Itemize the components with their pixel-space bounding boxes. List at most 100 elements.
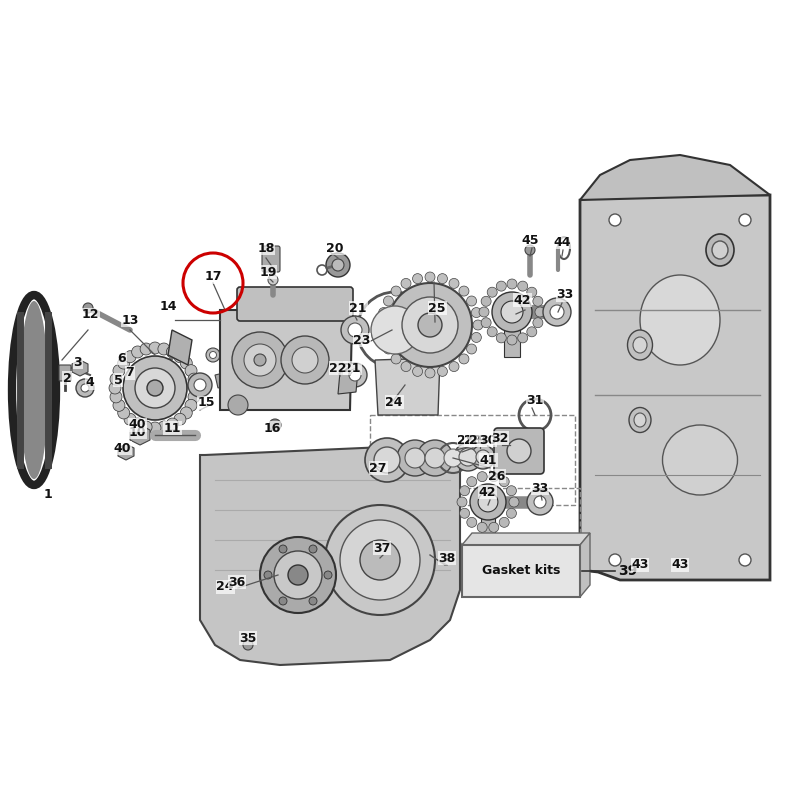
- Circle shape: [118, 407, 130, 419]
- Circle shape: [401, 362, 411, 371]
- Polygon shape: [504, 312, 520, 357]
- Text: 40: 40: [128, 418, 146, 431]
- Circle shape: [378, 307, 389, 318]
- Circle shape: [425, 272, 435, 282]
- Circle shape: [309, 597, 317, 605]
- Circle shape: [459, 286, 469, 296]
- Ellipse shape: [662, 425, 738, 495]
- Circle shape: [473, 320, 483, 330]
- Circle shape: [324, 571, 332, 579]
- Circle shape: [425, 448, 445, 468]
- Circle shape: [281, 336, 329, 384]
- Text: 44: 44: [554, 235, 570, 249]
- Circle shape: [533, 296, 543, 306]
- Ellipse shape: [706, 234, 734, 266]
- Circle shape: [525, 245, 535, 255]
- Circle shape: [113, 399, 125, 411]
- Circle shape: [81, 384, 89, 392]
- Circle shape: [83, 303, 93, 313]
- Text: 11: 11: [163, 422, 181, 434]
- Circle shape: [489, 522, 498, 532]
- Circle shape: [478, 522, 487, 532]
- Circle shape: [449, 278, 459, 289]
- Circle shape: [232, 332, 288, 388]
- Circle shape: [535, 307, 545, 317]
- Text: 19: 19: [259, 266, 277, 278]
- Text: 25: 25: [428, 302, 446, 314]
- Circle shape: [228, 395, 248, 415]
- Text: 22: 22: [330, 362, 346, 374]
- Circle shape: [180, 357, 192, 369]
- Text: 41: 41: [479, 454, 497, 466]
- Ellipse shape: [640, 275, 720, 365]
- Circle shape: [526, 287, 537, 298]
- Circle shape: [507, 439, 531, 463]
- Text: 2: 2: [62, 371, 71, 385]
- Text: 10: 10: [128, 426, 146, 438]
- Text: 29: 29: [470, 434, 486, 446]
- Circle shape: [377, 320, 387, 330]
- FancyBboxPatch shape: [59, 365, 71, 381]
- Circle shape: [518, 333, 528, 343]
- Circle shape: [466, 518, 477, 527]
- Circle shape: [210, 351, 217, 358]
- Circle shape: [140, 343, 152, 355]
- Text: 3: 3: [74, 355, 82, 369]
- Circle shape: [438, 274, 447, 284]
- Circle shape: [471, 333, 482, 342]
- Bar: [370, 488, 580, 543]
- Circle shape: [194, 379, 206, 391]
- Circle shape: [109, 382, 121, 394]
- Ellipse shape: [634, 413, 646, 427]
- Circle shape: [459, 354, 469, 364]
- Text: 26: 26: [488, 470, 506, 482]
- Circle shape: [279, 545, 287, 553]
- Text: 43: 43: [631, 558, 649, 571]
- Circle shape: [348, 323, 362, 337]
- Circle shape: [288, 565, 308, 585]
- Circle shape: [391, 354, 401, 364]
- Circle shape: [264, 571, 272, 579]
- Circle shape: [158, 421, 170, 433]
- Text: 18: 18: [258, 242, 274, 254]
- Circle shape: [487, 287, 498, 298]
- Text: 30: 30: [479, 434, 497, 446]
- Circle shape: [174, 414, 186, 426]
- Circle shape: [739, 214, 751, 226]
- Circle shape: [360, 540, 400, 580]
- Text: 5: 5: [114, 374, 122, 386]
- Circle shape: [405, 448, 425, 468]
- Circle shape: [518, 281, 528, 291]
- Circle shape: [110, 391, 122, 403]
- Circle shape: [135, 368, 175, 408]
- Polygon shape: [338, 370, 358, 394]
- Polygon shape: [580, 155, 770, 200]
- Circle shape: [132, 418, 144, 430]
- Text: 36: 36: [228, 575, 246, 589]
- Circle shape: [206, 348, 220, 362]
- Circle shape: [332, 259, 344, 271]
- Circle shape: [340, 520, 420, 600]
- Text: 31: 31: [526, 394, 544, 406]
- Text: 16: 16: [263, 422, 281, 434]
- Circle shape: [158, 343, 170, 355]
- Circle shape: [509, 497, 519, 507]
- Circle shape: [185, 365, 197, 377]
- Circle shape: [174, 350, 186, 362]
- Circle shape: [309, 545, 317, 553]
- Circle shape: [466, 344, 477, 354]
- Circle shape: [76, 379, 94, 397]
- Text: 13: 13: [122, 314, 138, 326]
- Circle shape: [343, 363, 367, 387]
- Circle shape: [550, 305, 564, 319]
- Circle shape: [457, 497, 467, 507]
- Circle shape: [499, 518, 510, 527]
- Circle shape: [378, 333, 389, 342]
- Polygon shape: [481, 502, 495, 544]
- Circle shape: [476, 450, 490, 464]
- Circle shape: [147, 380, 163, 396]
- Circle shape: [402, 297, 458, 353]
- Circle shape: [534, 496, 546, 508]
- Circle shape: [188, 373, 200, 385]
- Circle shape: [243, 640, 253, 650]
